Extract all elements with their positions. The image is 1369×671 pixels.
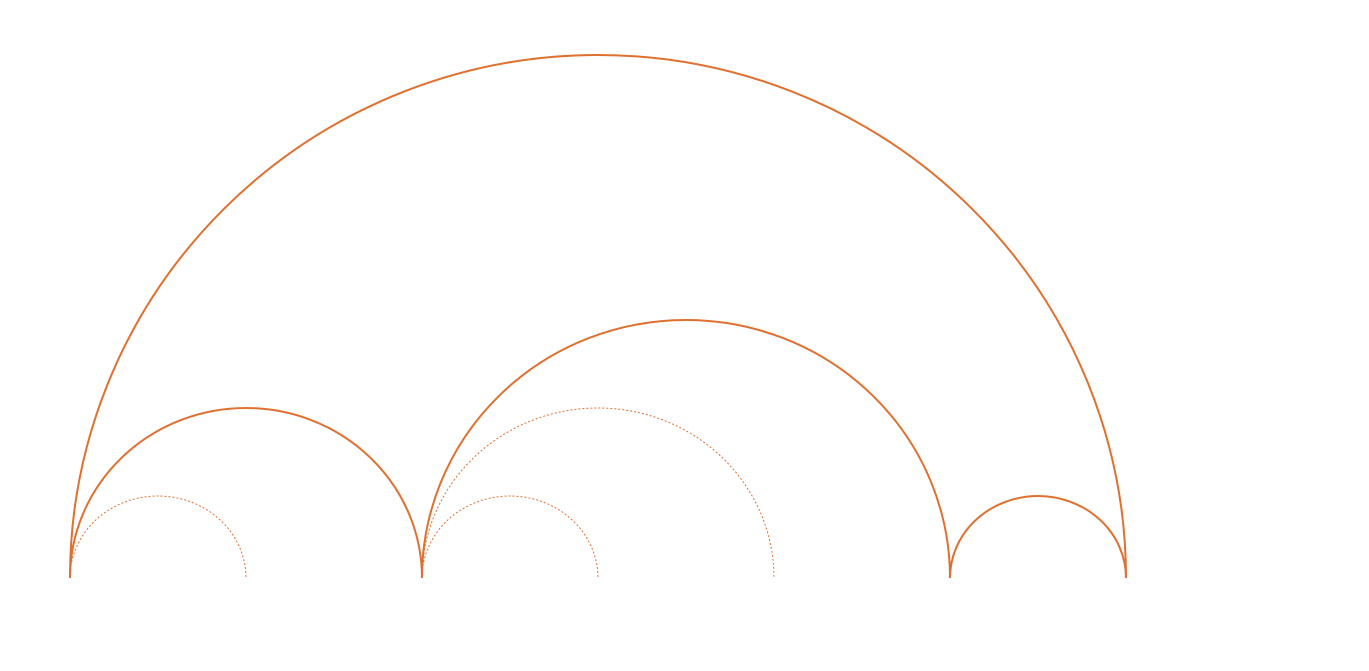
arc [69, 407, 423, 579]
arc [949, 495, 1127, 579]
arc [421, 319, 951, 579]
arc [69, 54, 1127, 579]
dotted-arc [421, 407, 775, 579]
dotted-arc [69, 495, 247, 579]
dotted-arc [421, 495, 599, 579]
